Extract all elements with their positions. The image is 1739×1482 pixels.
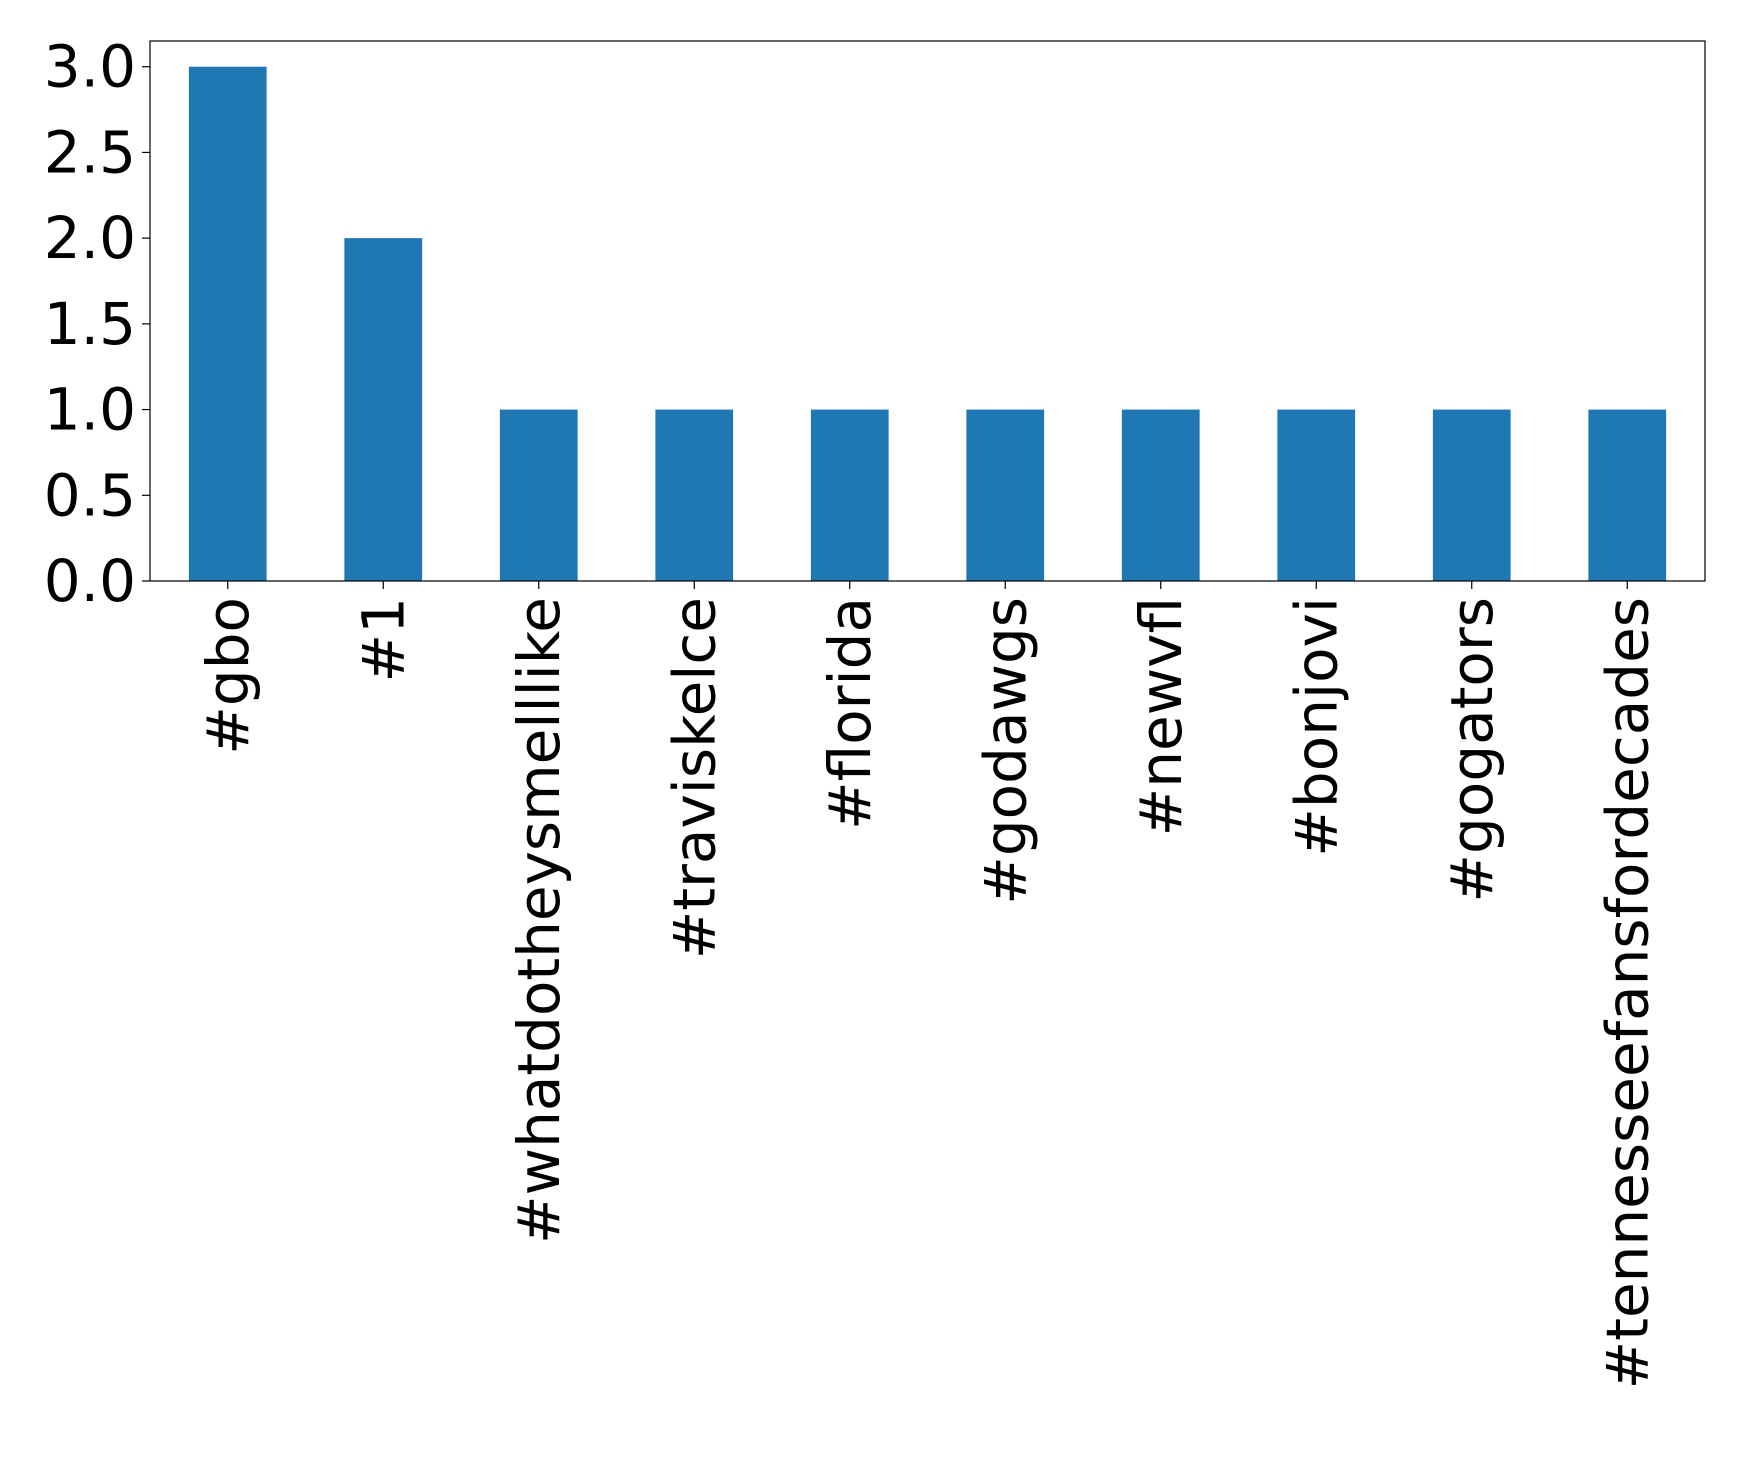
bar — [1588, 409, 1667, 581]
x-tick-label: #newvfl — [1127, 597, 1195, 836]
x-tick-label: #godawgs — [971, 597, 1039, 905]
x-tick-label: #gbo — [194, 597, 262, 755]
x-tick-label: #florida — [816, 597, 884, 830]
bar — [810, 409, 889, 581]
bar — [966, 409, 1045, 581]
y-tick-label: 2.0 — [44, 204, 136, 272]
bar — [1277, 409, 1356, 581]
y-tick-label: 1.5 — [44, 290, 136, 358]
y-axis: 0.0 0.5 1.0 1.5 2.0 2.5 3.0 — [44, 33, 150, 615]
x-tick-label: #traviskelce — [660, 597, 728, 959]
x-tick-label: #tennesseefansfordecades — [1593, 597, 1661, 1389]
x-tick-label: #bonjovi — [1282, 597, 1350, 857]
y-tick-label: 3.0 — [44, 33, 136, 101]
y-tick-label: 1.0 — [44, 376, 136, 444]
x-tick-label: #1 — [349, 597, 417, 683]
bar — [1121, 409, 1200, 581]
bar — [344, 238, 423, 581]
x-axis: #gbo #1 #whatdotheysmelllike #traviskelce #f… — [194, 581, 1661, 1389]
x-tick-label: #gogators — [1438, 597, 1506, 903]
bar — [499, 409, 578, 581]
bar — [655, 409, 734, 581]
bar — [1432, 409, 1511, 581]
bars-group — [188, 66, 1667, 581]
y-tick-label: 0.0 — [44, 547, 136, 615]
y-tick-label: 2.5 — [44, 118, 136, 186]
x-tick-label: #whatdotheysmelllike — [505, 597, 573, 1244]
bar — [188, 66, 267, 581]
plot-frame — [149, 40, 1706, 582]
y-tick-label: 0.5 — [44, 461, 136, 529]
